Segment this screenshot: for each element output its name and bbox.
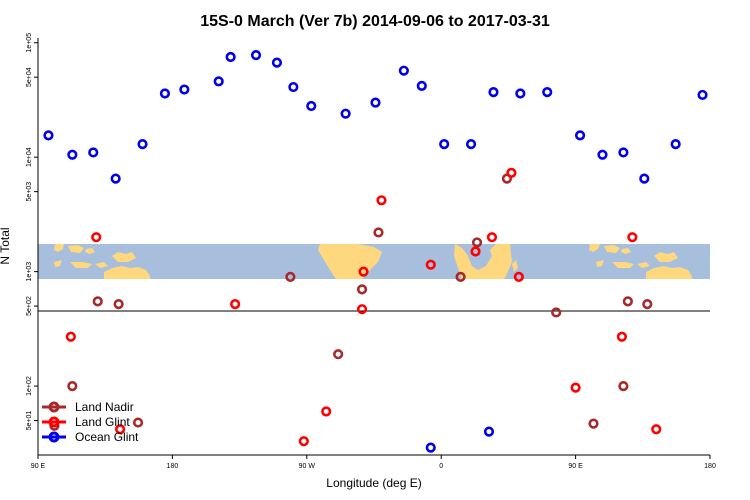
- y-tick-label: 1e+03: [26, 262, 33, 282]
- map-land-indonesia-right: [589, 244, 678, 268]
- point-land-nadir: [551, 307, 562, 318]
- y-tick-label: 5e+03: [26, 182, 33, 202]
- point-ocean-glint: [416, 80, 427, 91]
- point-ocean-glint: [542, 87, 553, 98]
- legend-label-ocean-glint: Ocean Glint: [75, 430, 139, 444]
- x-tick-label: 180: [704, 463, 716, 470]
- point-ocean-glint: [370, 97, 381, 108]
- point-ocean-glint: [67, 149, 78, 160]
- point-land-glint: [513, 271, 524, 282]
- point-land-nadir: [113, 299, 124, 310]
- x-axis-label: Longitude (deg E): [326, 476, 421, 490]
- point-ocean-glint: [425, 442, 436, 453]
- point-land-glint: [115, 424, 126, 435]
- point-land-nadir: [642, 299, 653, 310]
- y-tick-label: 1e+05: [26, 33, 33, 53]
- point-land-nadir: [333, 349, 344, 360]
- point-ocean-glint: [670, 139, 681, 150]
- point-land-glint: [425, 259, 436, 270]
- y-tick-label: 5e+01: [26, 411, 33, 431]
- point-land-nadir: [92, 296, 103, 307]
- legend-marker-ocean-glint: [48, 431, 60, 443]
- point-ocean-glint: [271, 57, 283, 68]
- legend: Land Nadir Land Glint Ocean Glint: [42, 400, 139, 444]
- point-land-nadir: [455, 271, 466, 282]
- x-axis-ticks: 90 E 180 90 W 0 90 E 180: [31, 455, 716, 470]
- point-land-nadir: [373, 227, 384, 238]
- point-land-glint: [321, 406, 332, 417]
- point-ocean-glint: [618, 147, 629, 158]
- point-ocean-glint: [110, 173, 121, 184]
- point-ocean-glint: [574, 130, 586, 141]
- world-map-strip: [38, 244, 710, 279]
- point-land-nadir: [588, 418, 599, 429]
- point-ocean-glint: [697, 89, 708, 101]
- point-land-nadir: [285, 271, 296, 282]
- point-land-nadir: [356, 284, 368, 295]
- point-ocean-glint: [515, 88, 526, 99]
- x-tick-label: 180: [167, 463, 179, 470]
- point-land-glint: [616, 331, 627, 342]
- point-land-nadir: [67, 380, 78, 392]
- point-ocean-glint: [398, 65, 409, 76]
- point-ocean-glint: [288, 81, 299, 93]
- point-land-glint: [356, 304, 368, 315]
- point-land-glint: [470, 246, 481, 257]
- legend-label-land-nadir: Land Nadir: [75, 400, 134, 414]
- point-land-glint: [91, 232, 102, 243]
- map-land-indonesia: [54, 244, 136, 268]
- chart-title: 15S-0 March (Ver 7b) 2014-09-06 to 2017-…: [200, 13, 550, 30]
- point-land-nadir: [471, 237, 483, 248]
- point-ocean-glint: [483, 426, 495, 437]
- point-ocean-glint: [465, 139, 477, 150]
- plot-frame: [37, 38, 710, 456]
- point-ocean-glint: [597, 149, 608, 160]
- point-land-glint: [627, 232, 638, 243]
- point-land-glint: [506, 167, 517, 178]
- point-ocean-glint: [439, 139, 450, 150]
- point-land-glint: [65, 331, 76, 342]
- point-land-glint: [651, 424, 662, 435]
- point-land-glint: [570, 382, 581, 393]
- x-tick-label: 90 W: [299, 463, 316, 470]
- point-ocean-glint: [488, 87, 499, 98]
- data-points: [43, 49, 708, 453]
- point-ocean-glint: [213, 76, 224, 87]
- legend-marker-land-glint: [48, 416, 60, 428]
- map-land-australia-right: [646, 266, 692, 279]
- y-tick-label: 1e+04: [26, 147, 33, 167]
- point-land-glint: [376, 195, 387, 206]
- legend-label-land-glint: Land Glint: [75, 415, 130, 429]
- point-land-nadir: [618, 380, 629, 392]
- y-axis-ticks: 1e+03 5e+03 1e+04 5e+04 1e+05 5e+01 1e+02 5e+02: [26, 33, 38, 431]
- point-land-glint: [486, 232, 498, 243]
- y-axis-label: N Total: [0, 227, 12, 264]
- point-land-glint: [358, 266, 369, 277]
- point-ocean-glint: [137, 139, 148, 150]
- point-land-glint: [230, 299, 241, 310]
- point-ocean-glint: [43, 130, 54, 141]
- point-ocean-glint: [88, 147, 99, 158]
- point-ocean-glint: [340, 108, 351, 119]
- point-ocean-glint: [159, 88, 171, 99]
- point-ocean-glint: [179, 84, 190, 95]
- point-land-glint: [298, 436, 309, 447]
- y-tick-label: 1e+02: [26, 376, 33, 396]
- map-land-australia: [104, 266, 150, 279]
- point-ocean-glint: [639, 173, 650, 184]
- y-tick-label: 5e+04: [26, 67, 33, 87]
- point-ocean-glint: [250, 49, 262, 61]
- point-ocean-glint: [306, 100, 317, 112]
- x-tick-label: 0: [439, 463, 443, 470]
- y-tick-label: 5e+02: [26, 296, 33, 316]
- map-land-africa: [454, 244, 518, 279]
- x-tick-label: 90 E: [568, 463, 583, 470]
- point-ocean-glint: [225, 51, 236, 63]
- point-land-nadir: [132, 417, 144, 428]
- legend-marker-land-nadir: [48, 401, 60, 413]
- x-tick-label: 90 E: [31, 463, 46, 470]
- point-land-nadir: [622, 296, 633, 307]
